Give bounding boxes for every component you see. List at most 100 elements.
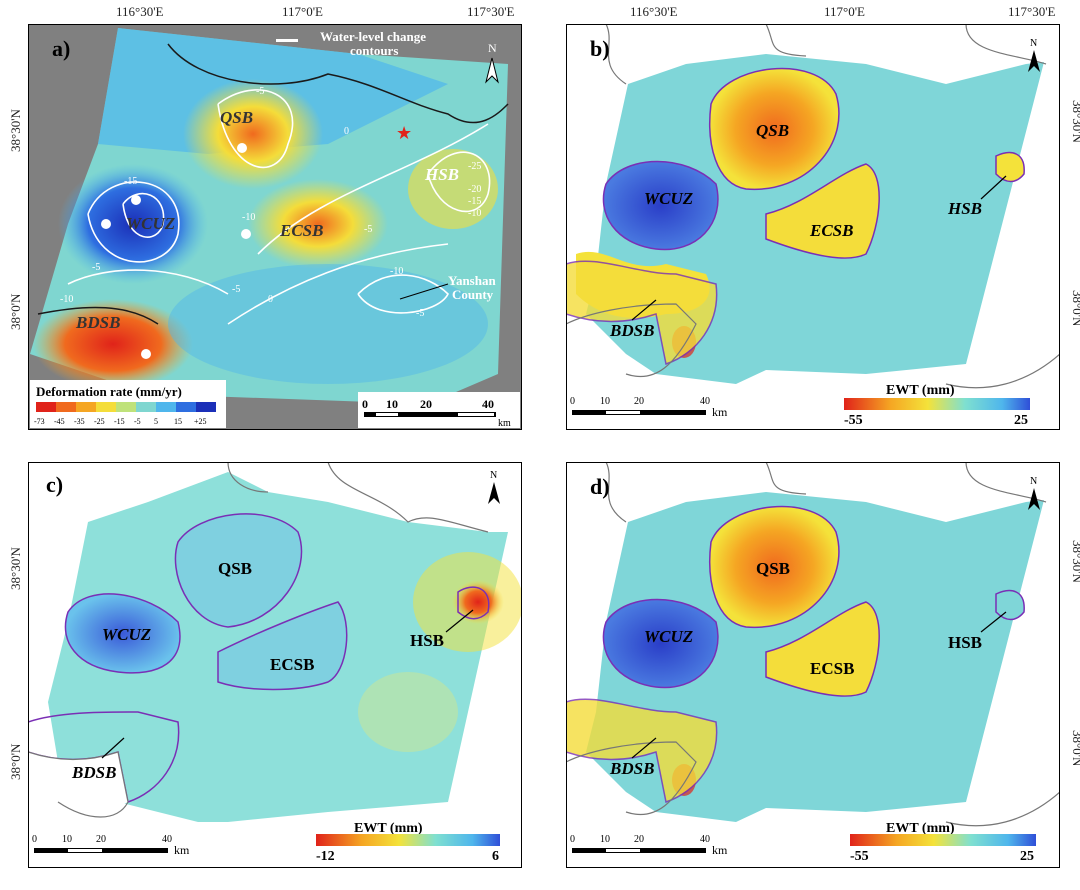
legend-swatch <box>96 402 116 412</box>
contour-legend-line <box>276 39 298 42</box>
colorbar-title: EWT (mm) <box>886 821 955 836</box>
contour-label: -10 <box>242 212 255 223</box>
region-label-hsb: HSB <box>424 165 459 184</box>
scale-bar: 0 10 20 40 km <box>570 834 728 857</box>
region-label-hsb: HSB <box>947 199 982 218</box>
lat-label-d1: 38°30'N <box>1070 540 1080 584</box>
scale-tick: 0 <box>32 834 37 845</box>
north-arrow-label: N <box>490 470 497 481</box>
pointer-hsb <box>980 175 1007 200</box>
contour-label: -5 <box>92 262 100 273</box>
colorbar-gradient <box>844 398 1030 410</box>
legend-swatch <box>156 402 176 412</box>
north-arrow-icon: N <box>1028 476 1040 510</box>
region-label-bdsb: BDSB <box>609 759 654 778</box>
legend-tick: +25 <box>194 417 207 426</box>
legend-tick: -25 <box>94 417 105 426</box>
legend-swatch <box>136 402 156 412</box>
scale-tick: 10 <box>600 396 610 407</box>
colorbar-max: 6 <box>492 849 499 864</box>
admin-boundaries <box>28 462 489 818</box>
scale-tick: 0 <box>570 396 575 407</box>
scale-tick: 40 <box>700 396 710 407</box>
legend-tick: -5 <box>134 417 141 426</box>
scale-tick: 10 <box>386 397 398 411</box>
well-marker <box>241 229 251 239</box>
scale-tick: 10 <box>600 834 610 845</box>
region-label-bdsb: BDSB <box>75 313 120 332</box>
contour-legend-line1: Water-level change <box>320 29 426 44</box>
lon-label-b2: 117°0'E <box>824 4 865 19</box>
legend-tick: 5 <box>154 417 158 426</box>
legend-tick: -45 <box>54 417 65 426</box>
legend-swatch <box>76 402 96 412</box>
well-marker <box>237 143 247 153</box>
lon-label-b3: 117°30'E <box>1008 4 1056 19</box>
scale-tick: 0 <box>362 397 368 411</box>
contour-label: 0 <box>268 294 273 305</box>
lon-label-a1: 116°30'E <box>116 4 164 19</box>
contour-label: -5 <box>416 308 424 319</box>
colorbar-min: -55 <box>844 413 863 428</box>
panel-c-letter: c) <box>46 472 63 497</box>
region-label-ecsb: ECSB <box>810 659 854 678</box>
colorbar-gradient <box>850 834 1036 846</box>
region-label-qsb: QSB <box>218 559 252 578</box>
contour-label: -25 <box>468 161 481 172</box>
scale-tick: 40 <box>482 397 494 411</box>
region-label-wcuz: WCUZ <box>644 189 693 208</box>
annotation-county: County <box>452 287 494 302</box>
lon-label-b1: 116°30'E <box>630 4 678 19</box>
contour-label: -10 <box>60 294 73 305</box>
lat-label-a2: 38°0'N <box>8 293 23 330</box>
north-arrow-label: N <box>488 41 497 55</box>
scale-unit: km <box>498 418 511 429</box>
lat-label-b2: 38°0'N <box>1070 290 1080 327</box>
well-marker <box>131 195 141 205</box>
legend-swatch <box>56 402 76 412</box>
region-label-ecsb: ECSB <box>809 221 853 240</box>
north-arrow-label: N <box>1030 476 1037 487</box>
legend-swatch <box>116 402 136 412</box>
panel-a-letter: a) <box>52 36 70 61</box>
legend-tick: -15 <box>114 417 125 426</box>
scale-tick: 40 <box>162 834 172 845</box>
region-label-bdsb: BDSB <box>609 321 654 340</box>
panel-c-ewt-map: c) N QSB WCUZ ECSB HSB BDSB EWT (mm) -12… <box>28 462 522 868</box>
north-arrow-icon: N <box>485 41 499 84</box>
colorbar-max: 25 <box>1014 413 1028 428</box>
scale-tick: 20 <box>420 397 432 411</box>
lon-label-a3: 117°30'E <box>467 4 515 19</box>
contour-label: -10 <box>468 208 481 219</box>
north-arrow-icon: N <box>488 470 500 504</box>
region-label-ecsb: ECSB <box>279 221 323 240</box>
north-arrow-icon: N <box>1028 38 1040 72</box>
annotation-yanshan: Yanshan <box>448 273 496 288</box>
contour-label: -5 <box>232 284 240 295</box>
region-label-wcuz: WCUZ <box>644 627 693 646</box>
wells <box>101 143 251 359</box>
legend-tick: 15 <box>174 417 182 426</box>
contour-label: -15 <box>124 176 137 187</box>
water-level-contours <box>67 89 491 325</box>
legend-tick: -73 <box>34 417 45 426</box>
scale-tick: 0 <box>570 834 575 845</box>
pointer-bdsb <box>101 737 125 759</box>
colorbar-min: -12 <box>316 849 335 864</box>
region-label-ecsb: ECSB <box>270 655 314 674</box>
scale-bar: 0 10 20 40 km <box>358 392 520 429</box>
ewt-colorbar: EWT (mm) -55 25 <box>850 821 1036 864</box>
scale-bar: 0 10 20 40 km <box>32 834 190 857</box>
annotation-pointer <box>399 283 449 300</box>
scale-tick: 20 <box>634 396 644 407</box>
legend-tick: -35 <box>74 417 85 426</box>
lat-label-c2: 38°0'N <box>8 743 23 780</box>
colorbar-gradient <box>316 834 500 846</box>
region-label-qsb: QSB <box>756 121 789 140</box>
contour-label: -5 <box>364 224 372 235</box>
contour-legend-line2: contours <box>350 43 398 58</box>
boundary-lines <box>37 43 509 325</box>
lat-label-b1: 38°30'N <box>1070 100 1080 144</box>
region-label-qsb: QSB <box>756 559 790 578</box>
colorbar-title: EWT (mm) <box>886 383 955 398</box>
